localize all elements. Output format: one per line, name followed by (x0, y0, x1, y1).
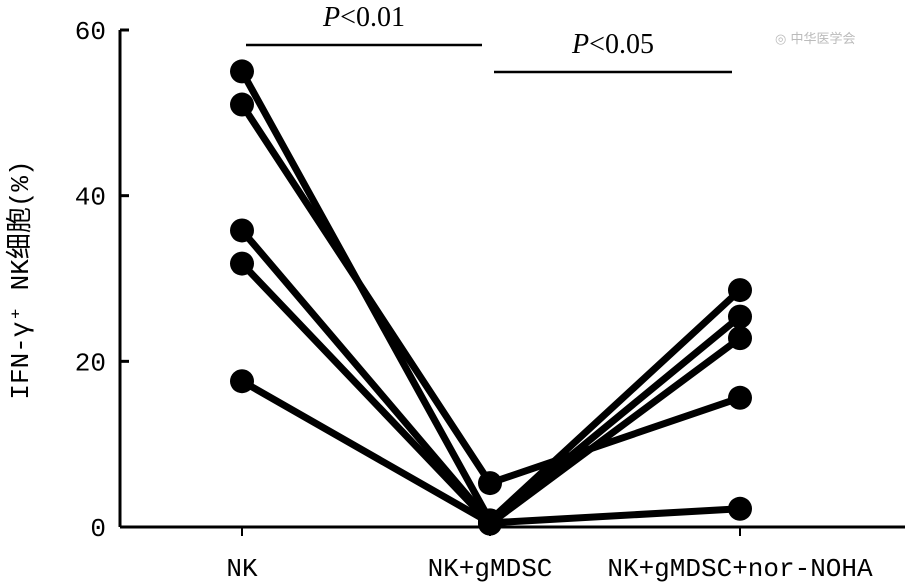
x-tick-label: NK (226, 554, 258, 584)
series-line (240, 378, 741, 527)
data-point (728, 278, 752, 303)
data-point (230, 92, 254, 117)
significance-label: P<0.05 (572, 29, 654, 60)
data-point (728, 496, 752, 521)
data-point (728, 304, 752, 329)
data-point (230, 218, 254, 243)
x-tick-label: NK+gMDSC (428, 554, 553, 584)
data-point (478, 471, 502, 496)
data-point (230, 369, 254, 394)
data-point (728, 326, 752, 351)
y-tick-label: 60 (75, 17, 106, 47)
y-tick-label: 0 (90, 514, 106, 544)
significance-label: P<0.01 (323, 2, 405, 33)
y-tick-label: 40 (75, 183, 106, 213)
data-point (478, 510, 502, 535)
y-tick-label: 20 (75, 348, 106, 378)
x-tick-label: NK+gMDSC+nor-NOHA (607, 554, 873, 584)
data-point (230, 59, 254, 84)
series-line (238, 69, 743, 524)
watermark: ◎ 中华医学会 (775, 32, 856, 47)
y-axis-label: IFN-γ⁺ NK细胞(%) (5, 160, 36, 399)
data-point (230, 251, 254, 276)
data-point (728, 385, 752, 410)
